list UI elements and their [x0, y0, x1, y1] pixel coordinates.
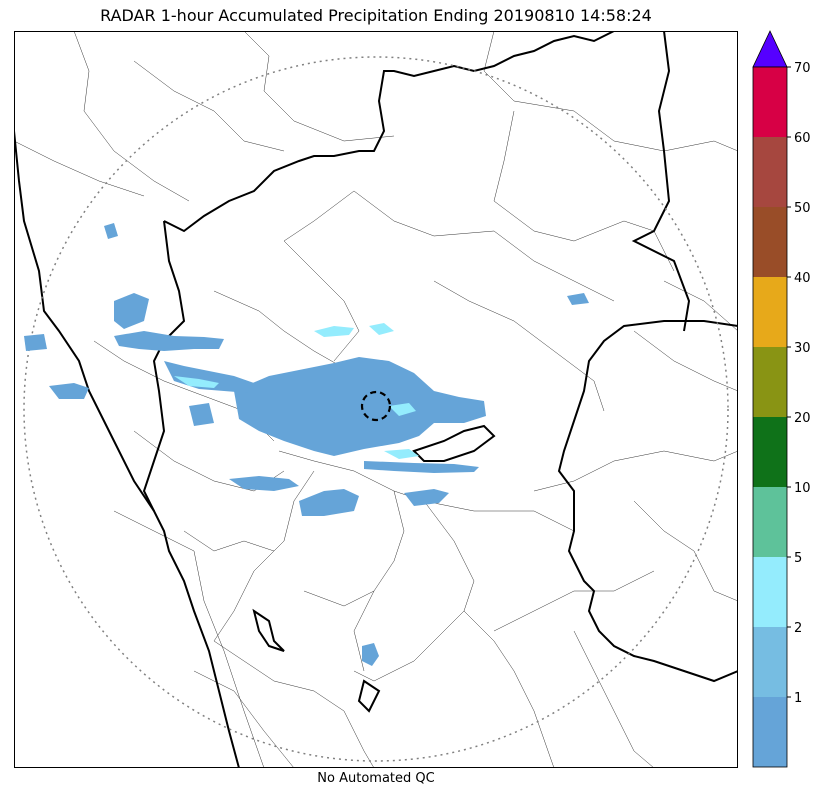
qc-note: No Automated QC	[317, 771, 435, 786]
rain-small-2	[189, 403, 214, 426]
colorbar-bin-20	[753, 417, 787, 487]
rain-main-band	[234, 357, 486, 456]
rain-east-cell	[567, 293, 589, 305]
colorbar-label-70: 70	[794, 61, 811, 76]
rain-southwest-cell	[229, 476, 299, 491]
district-boundaries	[13, 30, 739, 769]
rain-moderate-5	[384, 449, 419, 459]
rain-coast-cell	[49, 383, 89, 399]
rain-northwest-cell	[114, 293, 149, 329]
rain-south-cell	[299, 489, 359, 516]
rain-west-band	[114, 331, 224, 351]
rain-moderate-2	[389, 403, 416, 416]
colorbar-bin-5	[753, 557, 787, 627]
east-state-border	[557, 320, 739, 683]
colorbar-bin-50	[753, 207, 787, 277]
coastline	[13, 130, 240, 769]
rain-small-1	[104, 223, 118, 239]
central-enclave	[412, 424, 496, 462]
colorbar-label-20: 20	[794, 411, 811, 426]
south-enclave-2	[357, 679, 381, 713]
radar-site-ring	[360, 390, 392, 422]
colorbar-label-60: 60	[794, 131, 811, 146]
northwest-border	[163, 30, 615, 233]
colorbar-bin-2	[753, 627, 787, 697]
rain-far-south	[362, 643, 379, 666]
precipitation-echoes	[24, 223, 589, 666]
colorbar-bin-1	[753, 697, 787, 767]
state-boundaries	[13, 30, 739, 769]
colorbar-bin-60	[753, 137, 787, 207]
map-frame	[14, 31, 738, 768]
colorbar-label-5: 5	[794, 551, 802, 566]
colorbar-bin-30	[753, 347, 787, 417]
radar-map[interactable]	[13, 30, 739, 769]
west-state-border	[142, 220, 186, 512]
colorbar-label-1: 1	[794, 691, 802, 706]
rain-moderate-4	[369, 323, 394, 335]
colorbar-label-50: 50	[794, 201, 811, 216]
colorbar-label-2: 2	[794, 621, 802, 636]
colorbar-label-40: 40	[794, 271, 811, 286]
colorbar: 1 2 5 10 20 30 40 50 60 70	[745, 25, 825, 775]
colorbar-extend-triangle	[752, 30, 788, 68]
rain-far-west	[24, 334, 47, 351]
rain-south-cell-2	[404, 489, 449, 506]
rain-west-band-2	[164, 361, 254, 393]
colorbar-frame	[752, 66, 788, 768]
colorbar-bin-70	[753, 67, 787, 137]
rain-moderate-3	[314, 326, 354, 337]
south-enclave	[252, 608, 285, 652]
colorbar-label-10: 10	[794, 481, 811, 496]
northeast-border	[631, 30, 691, 332]
rain-moderate-1	[174, 376, 219, 388]
colorbar-bin-40	[753, 277, 787, 347]
range-ring	[23, 56, 729, 762]
colorbar-bin-10	[753, 487, 787, 557]
chart-title: RADAR 1-hour Accumulated Precipitation E…	[100, 6, 652, 25]
colorbar-label-30: 30	[794, 341, 811, 356]
rain-east-streak	[364, 461, 479, 473]
